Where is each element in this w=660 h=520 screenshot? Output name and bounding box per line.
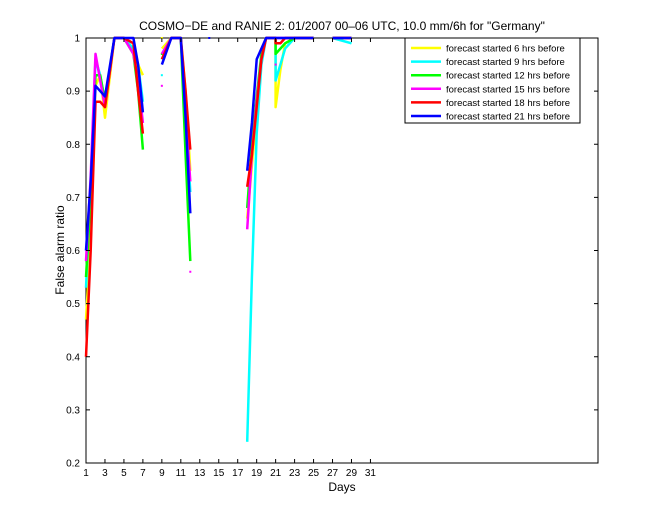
legend-box — [404, 37, 581, 124]
x-tick-label: 3 — [102, 468, 108, 479]
x-tick-label: 5 — [121, 468, 127, 479]
series-line — [84, 36, 145, 251]
y-tick-label: 0.9 — [66, 87, 80, 98]
x-tick-label: 11 — [176, 468, 187, 479]
x-tick-label: 23 — [289, 468, 301, 479]
y-tick-label: 0.8 — [66, 140, 80, 151]
y-tick-label: 1 — [74, 34, 80, 45]
x-tick-label: 1 — [83, 468, 89, 479]
x-tick-label: 13 — [194, 468, 206, 479]
ticks-layer: 1 3 5 7 9 11 13 15 17 19 21 23 25 27 29 310.20.30.40.50… — [66, 34, 598, 479]
series-point — [189, 270, 192, 273]
x-tick-label: 27 — [327, 468, 339, 479]
y-tick-label: 0.5 — [66, 299, 80, 310]
legend-label: forecast started 18 hrs before — [446, 98, 570, 109]
series-point — [274, 63, 277, 66]
y-axis-label: False alarm ratio — [53, 205, 67, 295]
x-tick-label: 21 — [270, 468, 282, 479]
legend-label: forecast started 21 hrs before — [446, 112, 570, 123]
legend: forecast started 6 hrs before forecast st… — [404, 37, 581, 124]
series-point — [208, 37, 211, 39]
y-tick-label: 0.2 — [66, 459, 80, 470]
y-tick-label: 0.3 — [66, 405, 80, 416]
x-tick-label: 17 — [232, 468, 244, 479]
y-tick-label: 0.4 — [66, 352, 80, 363]
y-tick-label: 0.7 — [66, 193, 80, 204]
x-tick-label: 31 — [365, 468, 377, 479]
legend-label: forecast started 12 hrs before — [446, 71, 570, 82]
series-point — [160, 84, 163, 87]
x-tick-label: 19 — [251, 468, 263, 479]
x-tick-label: 25 — [308, 468, 320, 479]
legend-label: forecast started 6 hrs before — [446, 44, 565, 55]
legend-label: forecast started 9 hrs before — [446, 57, 565, 68]
legend-label: forecast started 15 hrs before — [446, 84, 570, 95]
x-tick-label: 9 — [159, 468, 165, 479]
chart-title: COSMO−DE and RANIE 2: 01/2007 00–06 UTC,… — [139, 19, 545, 33]
x-axis-label: Days — [328, 480, 355, 494]
x-tick-label: 29 — [346, 468, 358, 479]
series-point — [160, 52, 163, 55]
x-tick-label: 7 — [140, 468, 146, 479]
series-point — [160, 74, 163, 77]
x-tick-label: 15 — [213, 468, 225, 479]
y-tick-label: 0.6 — [66, 246, 80, 257]
